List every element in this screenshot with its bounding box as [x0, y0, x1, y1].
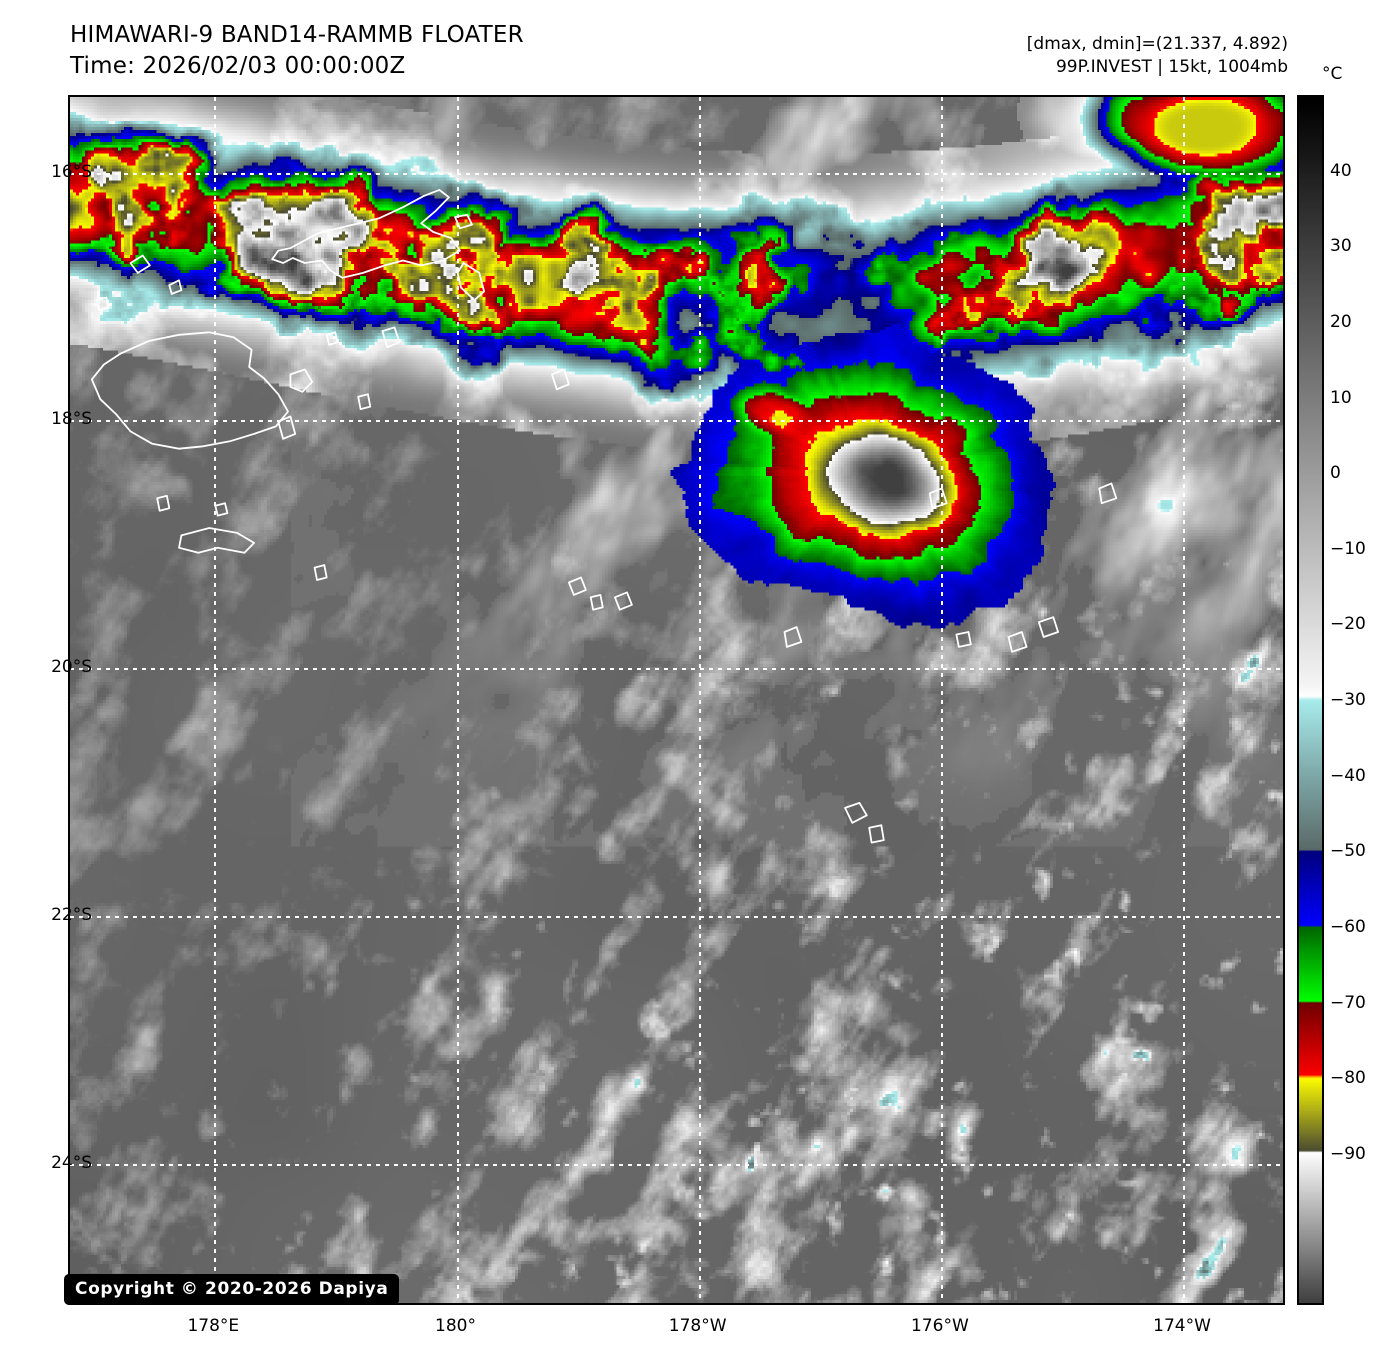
latitude-tick-label: 16°S: [51, 161, 92, 182]
colorbar-tick-label: −70: [1330, 992, 1366, 1013]
longitude-tick-label: 176°W: [910, 1316, 969, 1336]
storm-info-label: 99P.INVEST | 15kt, 1004mb: [1055, 57, 1288, 77]
colorbar-tick-label: 40: [1330, 160, 1352, 181]
coastline-path: [289, 368, 314, 393]
coastline-path: [129, 254, 151, 274]
coastline-path: [90, 331, 289, 450]
colorbar-tick-label: 20: [1330, 311, 1352, 332]
coastline-path: [325, 331, 339, 346]
colorbar-tick-label: 0: [1330, 463, 1341, 484]
longitude-tick-label: 178°W: [668, 1316, 727, 1336]
header-left: HIMAWARI-9 BAND14-RAMMB FLOATER Time: 20…: [70, 20, 524, 82]
latitude-tick-label: 18°S: [51, 409, 92, 430]
colorbar-tick-label: −40: [1330, 765, 1366, 786]
coastline-path: [1037, 616, 1059, 638]
coastline-path: [381, 326, 401, 349]
colorbar: [1297, 95, 1324, 1305]
coastline-path: [568, 576, 587, 596]
colorbar-tick-label: −10: [1330, 538, 1366, 559]
coastline-path: [844, 802, 868, 824]
coastline-path: [783, 626, 803, 648]
colorbar-unit-label: °C: [1322, 64, 1343, 84]
latitude-tick-label: 22°S: [51, 904, 92, 925]
colorbar-tick-label: 30: [1330, 236, 1352, 257]
coastline-path: [1007, 631, 1028, 653]
copyright-watermark: Copyright © 2020-2026 Dapiya: [64, 1274, 400, 1305]
coastline-path: [214, 502, 229, 517]
colorbar-tick-label: −80: [1330, 1068, 1366, 1089]
longitude-tick-label: 174°W: [1153, 1316, 1211, 1336]
coastline-overlay: [70, 97, 1283, 1303]
coastline-path: [95, 296, 110, 311]
ir-brightness-temperature-raster: [70, 97, 1283, 1303]
coastline-path: [168, 279, 183, 295]
timestamp: Time: 2026/02/03 00:00:00Z: [70, 53, 406, 79]
latitude-tick-label: 24°S: [51, 1152, 92, 1173]
page-title: HIMAWARI-9 BAND14-RAMMB FLOATER: [70, 22, 524, 48]
coastline-path: [156, 494, 171, 512]
colorbar-tick-label: −50: [1330, 841, 1366, 862]
colorbar-tick-label: −30: [1330, 690, 1366, 710]
coastline-path: [928, 487, 948, 510]
colorbar-tick-label: −90: [1330, 1143, 1366, 1164]
coastline-path: [357, 393, 372, 410]
coastline-path: [955, 631, 972, 648]
coastline-path: [456, 262, 485, 301]
colorbar-gradient: [1299, 97, 1322, 1303]
coastline-path: [313, 564, 328, 581]
latitude-tick-label: 20°S: [51, 657, 92, 678]
coastline-path: [178, 527, 255, 554]
coastline-path: [868, 824, 885, 844]
satellite-plot-area[interactable]: [68, 95, 1285, 1305]
coastline-path: [277, 415, 297, 440]
infrared-imagery: [70, 97, 1283, 1303]
coastline-path: [1098, 482, 1118, 505]
coastline-path: [589, 594, 604, 611]
header-right: [dmax, dmin]=(21.337, 4.892) 99P.INVEST …: [1027, 33, 1288, 79]
coastline-path: [454, 213, 473, 230]
dmax-dmin-label: [dmax, dmin]=(21.337, 4.892): [1026, 34, 1288, 54]
longitude-tick-label: 180°: [435, 1316, 476, 1336]
coastline-path: [551, 368, 570, 391]
coastline-path: [271, 189, 461, 279]
colorbar-tick-label: 10: [1330, 387, 1352, 408]
colorbar-tick-label: −20: [1330, 614, 1366, 635]
colorbar-tick-label: −60: [1330, 916, 1366, 937]
longitude-tick-label: 178°E: [187, 1316, 240, 1336]
coastline-path: [614, 591, 633, 611]
